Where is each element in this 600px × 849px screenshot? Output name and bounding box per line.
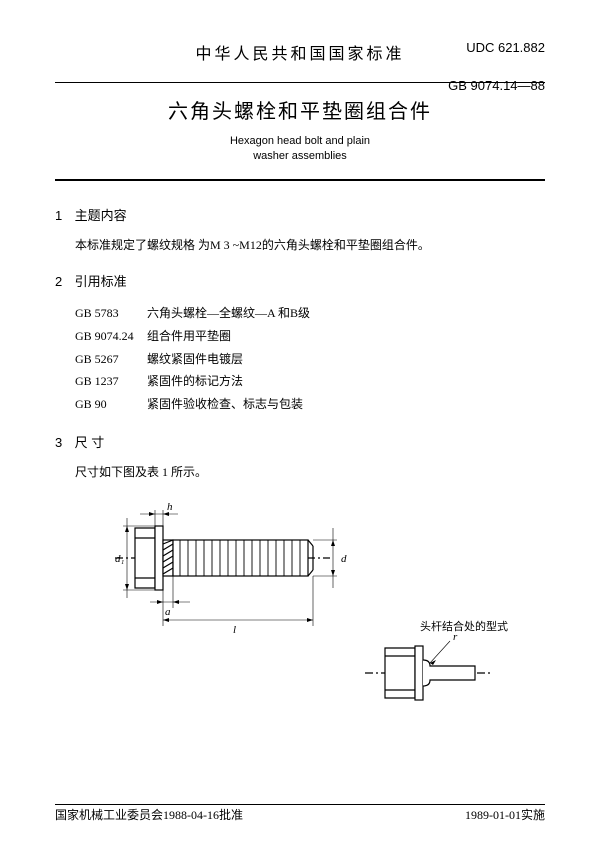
label-h: h — [167, 501, 173, 513]
label-d1: d₁ — [115, 553, 125, 565]
label-d: d — [341, 553, 347, 565]
main-title: 六角头螺栓和平垫圈组合件 — [55, 95, 545, 124]
ref-code: GB 90 — [75, 393, 147, 416]
ref-item: GB 90紧固件验收检查、标志与包装 — [75, 393, 545, 416]
section-3-num: 3 — [55, 435, 71, 450]
ref-item: GB 9074.24组合件用平垫圈 — [75, 325, 545, 348]
ref-code: GB 9074.24 — [75, 325, 147, 348]
gb-code: GB 9074.14—88 — [448, 78, 545, 93]
section-2-head: 2 引用标准 — [55, 271, 545, 290]
footer-effective: 1989-01-01实施 — [465, 806, 545, 823]
header-block: 中华人民共和国国家标准 UDC 621.882 GB 9074.14—88 六角… — [55, 40, 545, 181]
ref-desc: 螺纹紧固件电镀层 — [147, 352, 243, 366]
ref-desc: 组合件用平垫圈 — [147, 329, 231, 343]
section-1-num: 1 — [55, 208, 71, 223]
label-a: a — [165, 606, 171, 618]
section-3-body: 尺寸如下图及表 1 所示。 — [75, 463, 545, 482]
section-1-head: 1 主题内容 — [55, 205, 545, 224]
udc-code: UDC 621.882 — [466, 40, 545, 55]
ref-desc: 紧固件验收检查、标志与包装 — [147, 397, 303, 411]
footer-rule — [55, 804, 545, 805]
ref-item: GB 1237紧固件的标记方法 — [75, 370, 545, 393]
section-3-title: 尺 寸 — [75, 435, 105, 450]
en-title-line1: Hexagon head bolt and plain — [230, 135, 370, 147]
section-3-head: 3 尺 寸 — [55, 432, 545, 451]
footer-approval: 国家机械工业委员会1988-04-16批准 — [55, 806, 243, 823]
section-1-title: 主题内容 — [75, 208, 127, 223]
detail-caption: 头杆结合处的型式 — [420, 618, 508, 634]
ref-desc: 六角头螺栓—全螺纹—A 和B级 — [147, 306, 310, 320]
en-title-line2: washer assemblies — [253, 150, 347, 162]
ref-desc: 紧固件的标记方法 — [147, 374, 243, 388]
rule-thick — [55, 179, 545, 181]
ref-item: GB 5783六角头螺栓—全螺纹—A 和B级 — [75, 302, 545, 325]
ref-code: GB 5783 — [75, 302, 147, 325]
section-1-body: 本标准规定了螺纹规格 为M 3 ~M12的六角头螺栓和平垫圈组合件。 — [75, 236, 545, 255]
label-l: l — [233, 624, 236, 636]
ref-code: GB 1237 — [75, 370, 147, 393]
english-title: Hexagon head bolt and plain washer assem… — [55, 134, 545, 165]
ref-code: GB 5267 — [75, 348, 147, 371]
section-2-title: 引用标准 — [75, 274, 127, 289]
diagram-area: h d₁ d a l r 头杆结合处的型式 — [75, 498, 565, 728]
ref-item: GB 5267螺纹紧固件电镀层 — [75, 348, 545, 371]
reference-list: GB 5783六角头螺栓—全螺纹—A 和B级 GB 9074.24组合件用平垫圈… — [75, 302, 545, 416]
section-2-num: 2 — [55, 274, 71, 289]
bolt-diagram: h d₁ d a l r — [75, 498, 535, 728]
